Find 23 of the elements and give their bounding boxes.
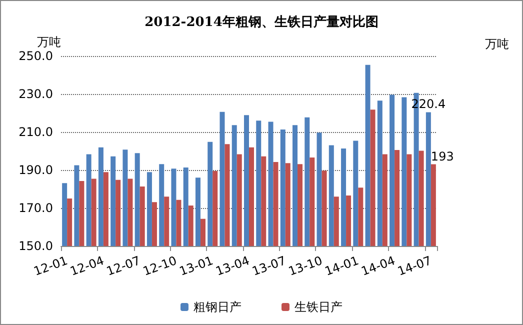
y-tick-label: 230.0 xyxy=(18,87,53,101)
x-tick-label: 12-04 xyxy=(68,253,106,278)
x-tick-label: 13-01 xyxy=(177,253,216,278)
legend-label: 生铁日产 xyxy=(294,300,342,314)
y-tick-label: 210.0 xyxy=(18,125,53,139)
x-tick-label: 12-01 xyxy=(32,253,70,278)
x-tick-label: 14-01 xyxy=(322,253,361,278)
x-tick-label: 14-07 xyxy=(396,253,434,278)
x-tick-label: 13-04 xyxy=(214,253,252,278)
y-tick-label: 170.0 xyxy=(18,201,53,215)
x-tick-label: 13-10 xyxy=(286,253,324,278)
x-tick-label: 12-07 xyxy=(104,253,142,278)
chart-title: 2012-2014年粗钢、生铁日产量对比图 xyxy=(144,14,378,30)
text: 万吨 xyxy=(485,36,509,53)
x-tick-label: 12-10 xyxy=(141,253,179,278)
y-axis-title: 万吨 xyxy=(37,35,61,49)
legend-label: 粗钢日产 xyxy=(194,300,242,314)
x-tick-label: 14-04 xyxy=(359,253,397,278)
y-tick-label: 190.0 xyxy=(18,163,53,177)
y-tick-label: 150.0 xyxy=(18,239,53,253)
data-label: 193 xyxy=(430,149,454,164)
x-tick-label: 13-07 xyxy=(250,253,288,278)
y-tick-label: 250.0 xyxy=(18,49,53,63)
